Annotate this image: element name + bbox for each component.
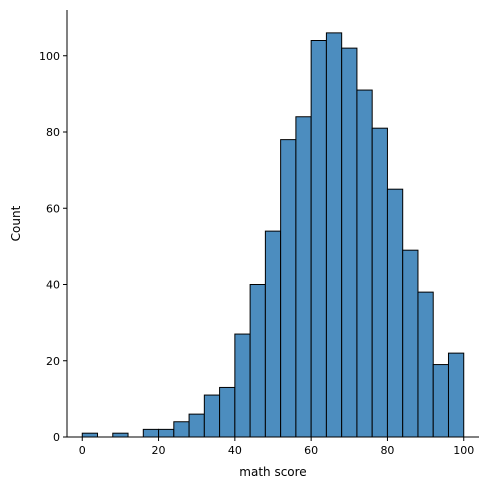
x-tick-label: 60 xyxy=(304,444,318,457)
histogram-bar-9 xyxy=(219,386,236,438)
histogram-bar-0 xyxy=(81,432,99,438)
histogram-bar-10 xyxy=(234,333,251,438)
histogram-bar-20 xyxy=(386,188,404,438)
histogram-bar-22 xyxy=(417,291,434,438)
histogram-bar-4 xyxy=(142,428,160,438)
y-tick-label: 0 xyxy=(53,431,60,444)
x-tick-label: 0 xyxy=(79,444,86,457)
histogram-bar-6 xyxy=(173,421,190,438)
x-tick-label: 40 xyxy=(228,444,242,457)
histogram-bar-13 xyxy=(280,139,297,438)
x-tick-label: 80 xyxy=(380,444,394,457)
y-tick-label: 20 xyxy=(46,355,60,368)
bars-group xyxy=(81,32,465,438)
histogram-bar-8 xyxy=(203,394,221,438)
histogram-bar-11 xyxy=(249,284,266,438)
histogram-bar-15 xyxy=(310,40,327,438)
histogram-bar-7 xyxy=(188,413,205,438)
histogram-bar-17 xyxy=(341,47,358,438)
histogram-bar-14 xyxy=(295,116,312,438)
y-tick-label: 80 xyxy=(46,126,60,139)
histogram-bar-19 xyxy=(371,127,388,438)
histogram-bar-24 xyxy=(447,352,465,438)
histogram-bar-12 xyxy=(264,230,282,438)
y-tick-label: 60 xyxy=(46,202,60,215)
x-axis-label: math score xyxy=(239,465,306,479)
x-axis-ticks: 0 20 40 60 80 100 xyxy=(79,437,474,457)
histogram-bar-16 xyxy=(325,32,343,438)
histogram-bar-21 xyxy=(402,249,419,438)
x-tick-label: 100 xyxy=(453,444,474,457)
y-tick-label: 100 xyxy=(39,50,60,63)
histogram-bar-2 xyxy=(112,432,129,438)
histogram-bar-5 xyxy=(158,428,175,438)
y-axis-ticks: 0 20 40 60 80 100 xyxy=(39,50,67,444)
x-tick-label: 20 xyxy=(152,444,166,457)
y-tick-label: 40 xyxy=(46,279,60,292)
y-axis-label: Count xyxy=(9,205,23,241)
histogram-bar-23 xyxy=(432,364,449,438)
histogram-bar-18 xyxy=(356,89,373,438)
